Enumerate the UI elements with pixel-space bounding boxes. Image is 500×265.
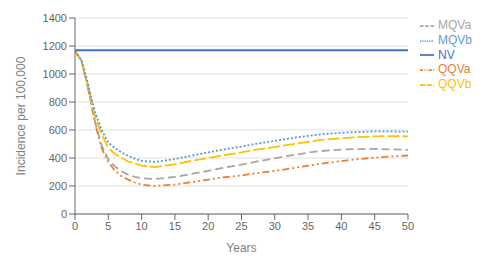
- html-text:NV: NV: [438, 47, 455, 62]
- svg-text:15: 15: [169, 220, 181, 232]
- svg-text:400: 400: [49, 152, 67, 164]
- svg-text:1400: 1400: [43, 12, 67, 24]
- svg-text:Years: Years: [226, 241, 256, 255]
- html-text:MQVa: MQVa: [438, 18, 472, 32]
- svg-text:200: 200: [49, 180, 67, 192]
- svg-text:25: 25: [235, 220, 247, 232]
- svg-text:35: 35: [302, 220, 314, 232]
- svg-text:45: 45: [369, 220, 381, 232]
- svg-text:5: 5: [105, 220, 111, 232]
- svg-text:30: 30: [269, 220, 281, 232]
- html-text:MQVb: MQVb: [438, 32, 472, 47]
- svg-text:0: 0: [72, 220, 78, 232]
- svg-text:600: 600: [49, 124, 67, 136]
- svg-text:10: 10: [135, 220, 147, 232]
- svg-text:800: 800: [49, 96, 67, 108]
- svg-text:1200: 1200: [43, 40, 67, 52]
- html-text:QQVa: QQVa: [438, 62, 471, 77]
- svg-text:1000: 1000: [43, 68, 67, 80]
- svg-text:0: 0: [61, 208, 67, 220]
- svg-text:20: 20: [202, 220, 214, 232]
- svg-text:40: 40: [335, 220, 347, 232]
- svg-text:50: 50: [402, 220, 414, 232]
- svg-text:Incidence per 100,000: Incidence per 100,000: [14, 56, 28, 175]
- html-text:QQVb: QQVb: [438, 77, 472, 92]
